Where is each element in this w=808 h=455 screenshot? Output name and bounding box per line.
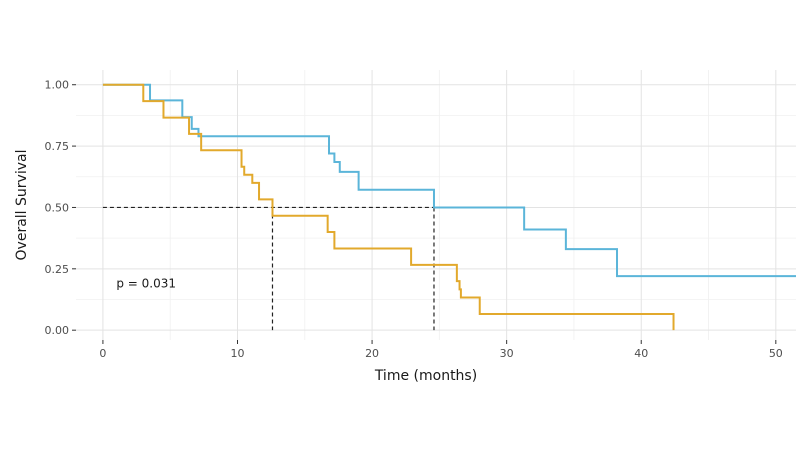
series-group	[102, 83, 796, 331]
y-tick-label: 0.75	[45, 140, 70, 153]
series-line-2	[102, 83, 675, 331]
y-tick-label: 0.50	[45, 201, 70, 214]
y-tick-label: 1.00	[45, 79, 70, 92]
y-tick-label: 0.25	[45, 263, 70, 276]
x-tick-label: 30	[500, 347, 514, 360]
p-value-annotation: p = 0.031	[116, 277, 176, 291]
x-tick-label: 40	[634, 347, 648, 360]
x-axis-title: Time (months)	[374, 368, 477, 384]
x-tick-label: 0	[99, 347, 106, 360]
grid	[76, 70, 796, 340]
y-axis-title: Overall Survival	[14, 150, 30, 261]
panel-background	[76, 70, 796, 340]
x-tick-label: 10	[230, 347, 244, 360]
axes: 0 10 20 30 40 50 0.00 0.25 0.50 0.75 1.00	[45, 79, 783, 360]
median-lines	[102, 206, 435, 331]
x-tick-label: 50	[769, 347, 783, 360]
x-tick-label: 20	[365, 347, 379, 360]
y-tick-label: 0.00	[45, 324, 70, 337]
